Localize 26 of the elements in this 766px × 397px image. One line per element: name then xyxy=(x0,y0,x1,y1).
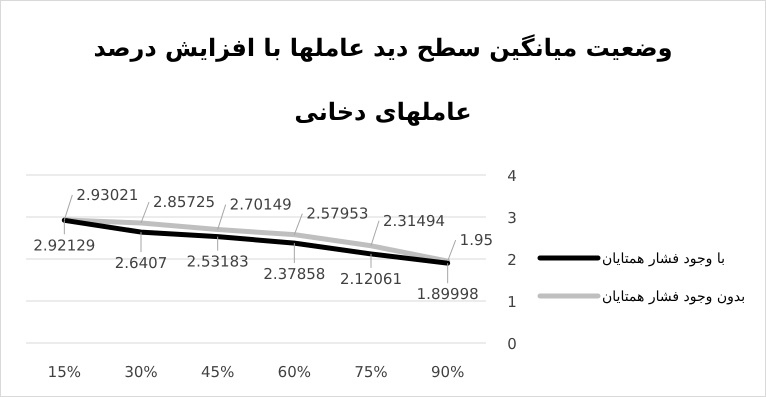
x-tick-label: 45% xyxy=(200,363,234,381)
data-label: 2.85725 xyxy=(153,192,216,211)
data-label: 2.70149 xyxy=(230,196,292,214)
data-label: 2.37858 xyxy=(263,265,326,284)
x-tick-label: 90% xyxy=(430,363,464,381)
title: وضعیت میانگین سطح دید عاملها با افزایش درصد عاملهای دخانی xyxy=(94,34,672,126)
data-label: 2.6407 xyxy=(114,254,168,272)
y-tick-label: 3 xyxy=(507,209,517,227)
data-label: 2.53183 xyxy=(186,252,249,271)
y-tick-label: 4 xyxy=(507,167,517,185)
data-label: 2.93021 xyxy=(76,186,138,204)
y-tick-label: 0 xyxy=(507,335,517,353)
x-tick-label: 75% xyxy=(354,363,388,381)
legend-label: بدون وجود فشار همتایان xyxy=(602,289,746,305)
data-label: 2.12061 xyxy=(340,270,402,288)
data-label: 1.95 xyxy=(460,231,494,250)
x-tick-label: 15% xyxy=(48,363,82,381)
y-tick-label: 1 xyxy=(507,293,517,311)
x-tick-label: 60% xyxy=(278,363,312,381)
data-label: 2.92129 xyxy=(33,236,96,254)
data-label: 1.89998 xyxy=(416,285,479,304)
data-label: 2.31494 xyxy=(383,212,446,230)
legend-label: با وجود فشار همتایان xyxy=(602,251,726,267)
x-tick-label: 30% xyxy=(124,363,158,381)
data-label: 2.57953 xyxy=(306,204,368,223)
y-tick-label: 2 xyxy=(507,251,517,269)
